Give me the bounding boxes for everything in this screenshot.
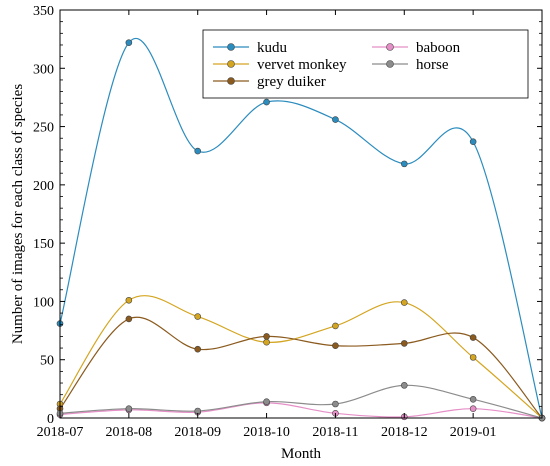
data-point <box>400 299 408 306</box>
legend-marker <box>227 60 235 68</box>
x-tick-label: 2019-01 <box>450 425 497 440</box>
legend-label: vervet monkey <box>257 57 347 73</box>
x-tick-label: 2018-10 <box>243 425 290 440</box>
y-axis: 0 50 100 150 200 250 300 350 <box>33 4 542 427</box>
series-line <box>59 38 543 419</box>
y-tick-label: 150 <box>33 237 54 252</box>
legend-marker <box>386 43 394 51</box>
y-tick-label: 100 <box>33 295 54 310</box>
x-tick-label: 2018-09 <box>174 425 221 440</box>
y-tick-label: 250 <box>33 121 54 136</box>
legend-label: horse <box>416 57 449 73</box>
legend-label: grey duiker <box>257 74 326 90</box>
data-point <box>263 98 270 106</box>
series-horse <box>56 382 546 422</box>
x-axis-label: Month <box>281 446 322 462</box>
y-tick-label: 350 <box>33 4 54 19</box>
legend-marker <box>386 60 394 68</box>
data-point <box>125 315 133 323</box>
series-line <box>59 384 543 419</box>
data-point <box>125 39 133 46</box>
series-layer <box>56 38 546 422</box>
x-tick-label: 2018-08 <box>106 425 153 440</box>
data-point <box>400 382 408 389</box>
axes-frame <box>59 9 543 419</box>
x-tick-label: 2018-11 <box>312 425 358 440</box>
legend-entry: horse <box>372 57 449 73</box>
y-tick-label: 50 <box>40 354 54 369</box>
data-point <box>263 333 270 340</box>
x-tick-label: 2018-12 <box>381 425 428 440</box>
data-point <box>400 340 408 347</box>
data-point <box>125 296 133 304</box>
x-tick-label: 2018-07 <box>37 425 84 440</box>
y-tick-label: 200 <box>33 179 54 194</box>
data-point <box>469 405 477 412</box>
data-point <box>194 313 202 320</box>
legend-box <box>202 29 529 99</box>
legend-marker <box>227 43 235 51</box>
data-point <box>332 116 339 123</box>
data-point <box>194 345 202 353</box>
data-point <box>263 398 270 405</box>
data-point <box>469 396 477 403</box>
legend-label: baboon <box>416 40 461 56</box>
data-point <box>400 160 408 168</box>
data-point <box>469 334 477 341</box>
data-point <box>125 405 133 412</box>
legend-label: kudu <box>257 40 288 56</box>
data-point <box>332 322 339 330</box>
data-point <box>263 338 270 346</box>
series-line <box>59 402 543 419</box>
data-point <box>469 138 477 146</box>
y-tick-label: 300 <box>33 62 54 77</box>
x-axis: 2018-07 2018-08 2018-09 2018-10 2018-11 2018-… <box>37 10 543 440</box>
legend-marker <box>227 77 235 85</box>
y-axis-label: Number of images for each class of speci… <box>10 84 26 344</box>
data-point <box>194 147 202 155</box>
legend-entry: baboon <box>372 40 461 56</box>
legend-entry: kudu <box>213 40 288 56</box>
data-point <box>469 354 477 361</box>
data-point <box>332 342 339 350</box>
legend-entry: grey duiker <box>213 74 326 90</box>
series-grey-duiker <box>56 315 546 422</box>
y-tick-label: 0 <box>47 412 54 427</box>
data-point <box>332 400 339 408</box>
series-line <box>59 295 543 419</box>
legend-entry: vervet monkey <box>213 57 347 73</box>
